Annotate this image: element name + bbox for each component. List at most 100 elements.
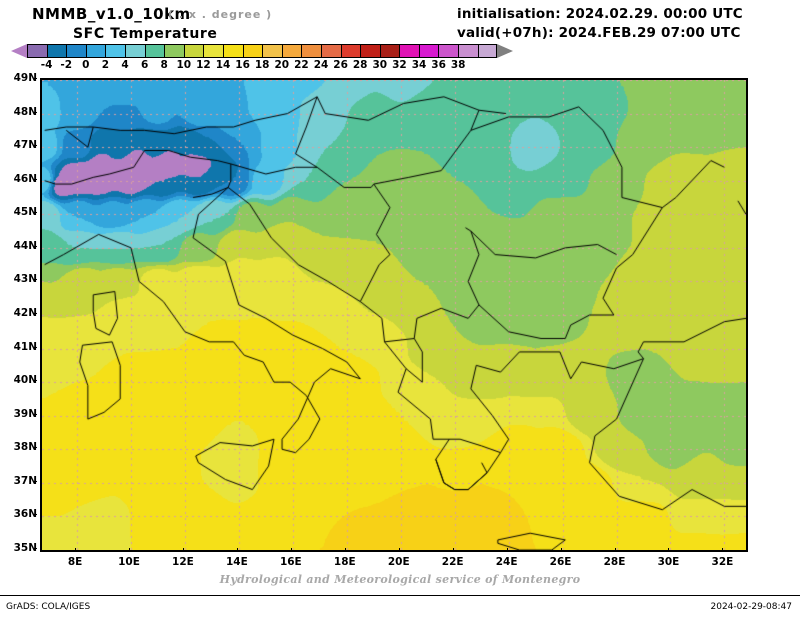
colorbar-tick-label: 4 xyxy=(121,59,129,71)
colorbar-swatch xyxy=(66,44,86,58)
longitude-tick xyxy=(129,548,130,552)
colorbar-over-arrow xyxy=(497,44,514,58)
longitude-tick-label: 32E xyxy=(711,556,734,568)
colorbar-swatch xyxy=(360,44,380,58)
longitude-tick xyxy=(668,548,670,552)
latitude-tick-label: 47N xyxy=(13,139,37,152)
latitude-tick xyxy=(33,380,37,382)
latitude-tick xyxy=(33,78,37,79)
colorbar-tick-label: 24 xyxy=(313,59,329,71)
colorbar-swatch xyxy=(438,44,459,58)
latitude-tick xyxy=(33,346,37,348)
colorbar-tick-label: 0 xyxy=(82,59,90,71)
longitude-tick-label: 26E xyxy=(549,556,572,568)
latitude-tick-label: 35N xyxy=(13,542,37,554)
latitude-tick xyxy=(33,145,37,147)
grads-attribution: GrADS: COLA/IGES xyxy=(6,602,91,612)
latitude-tick xyxy=(33,413,37,415)
model-title: NMMB_v1.0_10km xyxy=(32,5,191,23)
longitude-tick-label: 20E xyxy=(387,556,410,568)
colorbar-swatch xyxy=(27,44,47,58)
colorbar-swatch xyxy=(105,44,125,58)
longitude-tick xyxy=(75,548,77,552)
colorbar-swatch xyxy=(320,44,341,58)
colorbar-swatch xyxy=(222,44,243,58)
latitude-tick-label: 48N xyxy=(13,105,37,118)
field-title: SFC Temperature xyxy=(73,26,218,42)
latitude-tick xyxy=(33,279,37,281)
colorbar-swatch xyxy=(85,44,106,58)
colorbar-tick-label: 2 xyxy=(101,59,110,71)
colorbar-tick-label: 30 xyxy=(372,59,388,71)
valid-time: valid(+07h): 2024.FEB.29 07:00 UTC xyxy=(457,25,741,41)
latitude-tick xyxy=(33,111,37,113)
longitude-tick xyxy=(236,548,238,552)
colorbar-tick-label: 20 xyxy=(274,59,290,71)
longitude-tick xyxy=(182,548,184,552)
colorbar-tick-label: 18 xyxy=(254,59,270,71)
latitude-tick xyxy=(33,313,37,314)
temperature-colorbar: -4 -2 0 2 4 6 8 10 12 14 16 18 20 22 24 26 28 30 32 34 36 38 xyxy=(0,44,800,72)
latitude-tick-label: 41N xyxy=(13,340,37,353)
temperature-map[interactable] xyxy=(40,78,748,552)
colorbar-tick-label: 26 xyxy=(333,59,348,71)
colorbar-tick-label: 12 xyxy=(196,59,211,71)
longitude-axis: 8E 10E 12E 14E 16E 18E 20E 22E 24E 26E 28E 30E 32E xyxy=(40,548,744,568)
colorbar-tick-label: 14 xyxy=(215,59,231,71)
colorbar-swatch xyxy=(399,44,419,58)
colorbar-swatch xyxy=(418,44,439,58)
colorbar-swatch xyxy=(124,44,145,58)
model-units-label: ( . x . degree ) xyxy=(168,8,273,21)
colorbar-swatch xyxy=(301,44,321,58)
colorbar-tick-label: -2 xyxy=(60,59,73,71)
longitude-tick-label: 10E xyxy=(118,556,140,568)
colorbar-tick-label: 28 xyxy=(352,59,368,71)
latitude-tick-label: 42N xyxy=(13,307,37,319)
longitude-tick xyxy=(506,548,508,552)
latitude-tick-label: 40N xyxy=(13,374,37,387)
longitude-tick xyxy=(398,548,400,552)
colorbar-swatch xyxy=(281,44,302,58)
longitude-tick xyxy=(614,548,616,552)
latitude-tick-label: 39N xyxy=(13,407,37,420)
longitude-tick-label: 14E xyxy=(225,556,248,568)
longitude-tick-label: 12E xyxy=(172,556,194,568)
colorbar-swatch xyxy=(183,44,204,58)
colorbar-tick-label: -4 xyxy=(40,59,53,71)
latitude-tick-label: 49N xyxy=(13,72,37,84)
colorbar-swatch xyxy=(242,44,263,58)
colorbar-under-arrow xyxy=(11,44,27,58)
initialisation-time: initialisation: 2024.02.29. 00:00 UTC xyxy=(457,6,743,22)
colorbar-swatch xyxy=(164,44,184,58)
colorbar-swatches xyxy=(27,44,498,58)
colorbar-swatch xyxy=(203,44,223,58)
latitude-tick xyxy=(33,447,37,449)
latitude-tick-label: 38N xyxy=(13,441,37,454)
longitude-tick-label: 24E xyxy=(495,556,518,568)
colorbar-tick-label: 36 xyxy=(431,59,446,71)
latitude-tick xyxy=(33,245,37,247)
longitude-tick xyxy=(290,548,292,552)
longitude-tick xyxy=(722,548,724,552)
latitude-tick xyxy=(33,480,37,482)
colorbar-tick-label: 32 xyxy=(392,59,407,71)
temperature-field-canvas xyxy=(42,80,746,550)
longitude-tick-label: 30E xyxy=(657,556,680,568)
colorbar-tick-label: 8 xyxy=(160,59,168,71)
colorbar-tick-label: 22 xyxy=(294,59,309,71)
colorbar-swatch xyxy=(477,44,498,58)
colorbar-swatch xyxy=(46,44,67,58)
latitude-tick xyxy=(33,178,37,180)
colorbar-tick-label: 10 xyxy=(176,59,192,71)
latitude-tick xyxy=(33,514,37,516)
longitude-tick-label: 18E xyxy=(333,556,356,568)
latitude-tick-label: 44N xyxy=(13,239,37,252)
latitude-axis: 49N 48N 47N 46N 45N 44N 43N 42N 41N 40N 39N 38N 37N 3… xyxy=(0,72,37,554)
latitude-tick-label: 37N xyxy=(13,474,37,487)
colorbar-swatch xyxy=(458,44,478,58)
longitude-tick-label: 22E xyxy=(441,556,464,568)
colorbar-swatch xyxy=(340,44,361,58)
colorbar-swatch xyxy=(262,44,282,58)
colorbar-swatch xyxy=(144,44,165,58)
colorbar-tick-label: 38 xyxy=(450,59,466,71)
